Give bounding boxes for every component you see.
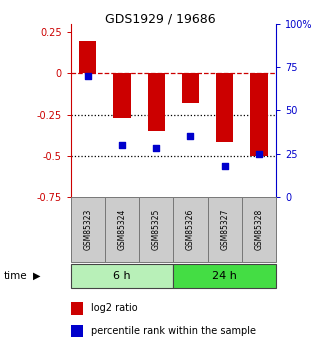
FancyBboxPatch shape xyxy=(242,197,276,262)
Text: GSM85328: GSM85328 xyxy=(255,209,264,250)
Bar xyxy=(148,73,165,131)
FancyBboxPatch shape xyxy=(208,197,242,262)
FancyBboxPatch shape xyxy=(105,197,139,262)
FancyBboxPatch shape xyxy=(173,197,208,262)
Point xyxy=(188,134,193,139)
Bar xyxy=(113,73,131,118)
Point xyxy=(256,151,262,156)
Bar xyxy=(216,73,233,142)
FancyBboxPatch shape xyxy=(139,197,173,262)
Text: percentile rank within the sample: percentile rank within the sample xyxy=(91,326,256,336)
Text: GSM85323: GSM85323 xyxy=(83,209,92,250)
FancyBboxPatch shape xyxy=(71,264,173,288)
Point xyxy=(85,73,90,79)
Point xyxy=(154,146,159,151)
Point xyxy=(119,142,125,148)
Bar xyxy=(71,302,83,315)
FancyBboxPatch shape xyxy=(173,264,276,288)
Text: GSM85326: GSM85326 xyxy=(186,209,195,250)
Bar xyxy=(79,41,96,73)
Text: ▶: ▶ xyxy=(33,271,41,281)
Text: GSM85324: GSM85324 xyxy=(117,209,126,250)
Text: time: time xyxy=(3,271,27,281)
FancyBboxPatch shape xyxy=(71,197,105,262)
Bar xyxy=(182,73,199,103)
Text: GSM85325: GSM85325 xyxy=(152,209,161,250)
Point xyxy=(222,163,227,168)
Text: 6 h: 6 h xyxy=(113,271,131,281)
Bar xyxy=(250,73,267,156)
Text: GSM85327: GSM85327 xyxy=(220,209,229,250)
Text: 24 h: 24 h xyxy=(212,271,237,281)
Text: GDS1929 / 19686: GDS1929 / 19686 xyxy=(105,12,216,25)
Bar xyxy=(71,325,83,337)
Text: log2 ratio: log2 ratio xyxy=(91,303,138,313)
